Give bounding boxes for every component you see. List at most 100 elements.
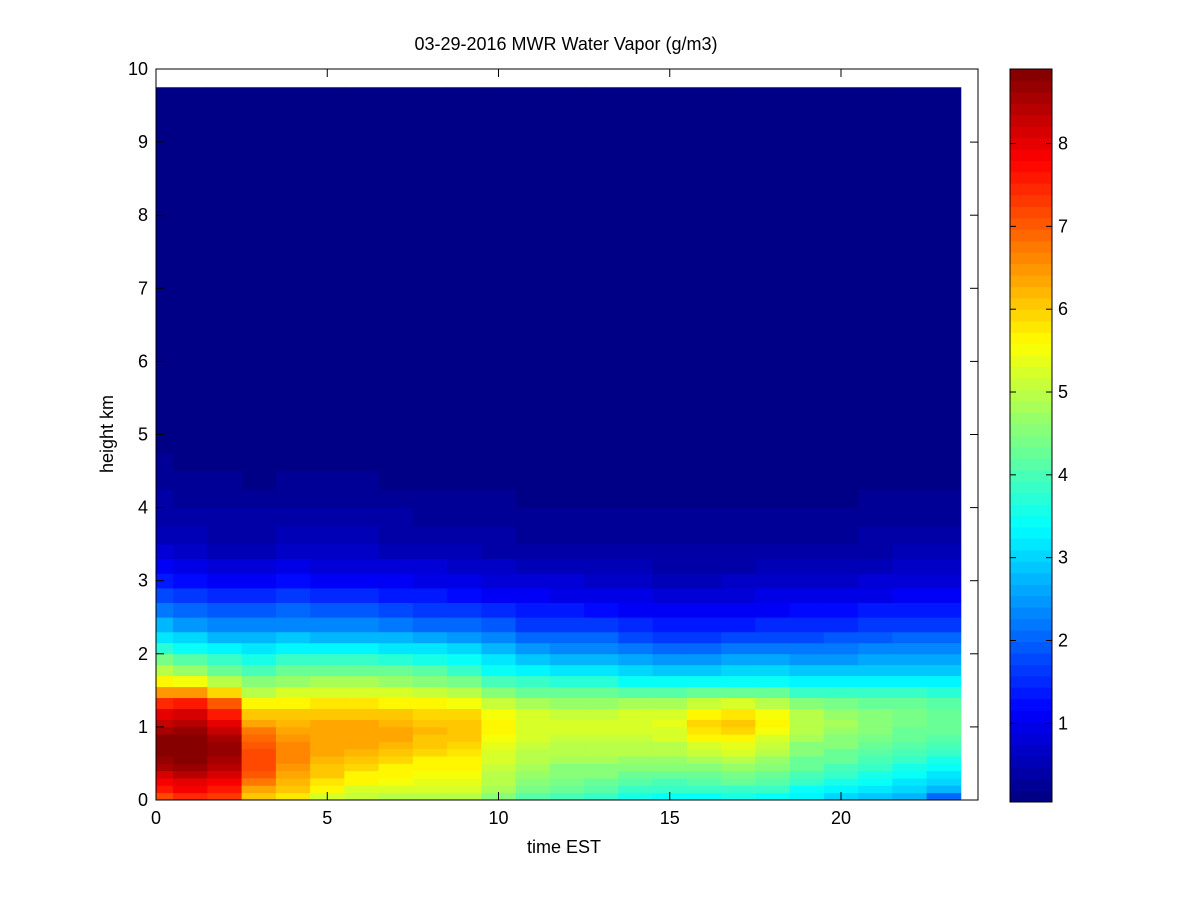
heatmap-cell <box>686 719 722 728</box>
heatmap-cell <box>207 471 243 490</box>
heatmap-cell <box>755 558 791 574</box>
heatmap-cell <box>207 525 243 545</box>
heatmap-cell <box>241 642 277 655</box>
heatmap-cell <box>652 653 688 666</box>
heatmap-cell <box>858 507 893 527</box>
heatmap-cell <box>275 434 311 454</box>
heatmap-cell <box>926 558 962 574</box>
heatmap-cell <box>156 617 174 633</box>
heatmap-cell <box>549 785 585 794</box>
heatmap-cell <box>686 675 722 688</box>
heatmap-cell <box>686 573 722 589</box>
heatmap-cell <box>344 756 380 764</box>
heatmap-cell <box>275 452 311 472</box>
heatmap-cell <box>926 785 962 794</box>
heatmap-cell <box>173 653 208 666</box>
heatmap-cell <box>207 719 243 728</box>
y-tick-label: 4 <box>138 498 148 518</box>
heatmap-cell <box>789 778 825 786</box>
heatmap-cell <box>584 588 619 604</box>
heatmap-cell <box>652 489 688 508</box>
heatmap-cell <box>618 770 654 779</box>
heatmap-cell <box>310 756 345 764</box>
heatmap-cell <box>310 763 345 772</box>
heatmap-cell <box>344 525 380 545</box>
heatmap-cell <box>378 617 414 633</box>
heatmap-cell <box>275 756 311 764</box>
heatmap-cell <box>412 770 448 779</box>
heatmap-cell <box>926 642 962 655</box>
colorbar-level <box>1010 160 1052 173</box>
heatmap-cell <box>275 686 311 699</box>
heatmap-cell <box>310 507 345 527</box>
heatmap-cell <box>584 770 619 779</box>
heatmap-cell <box>584 708 619 720</box>
heatmap-cell <box>721 558 756 574</box>
heatmap-cell <box>858 734 893 742</box>
heatmap-cell <box>173 588 208 604</box>
heatmap-cell <box>721 588 756 604</box>
heatmap-cell <box>686 756 722 764</box>
heatmap-cell <box>241 770 277 779</box>
heatmap-cell <box>173 697 208 710</box>
heatmap-cell <box>686 544 722 560</box>
heatmap-cell <box>275 653 311 666</box>
colorbar: 1 2 3 4 5 6 7 8 <box>1009 68 1068 803</box>
heatmap-cell <box>858 785 893 794</box>
heatmap-cell <box>721 778 756 786</box>
heatmap-cell <box>241 726 277 735</box>
colorbar-level <box>1010 137 1052 150</box>
heatmap-cell <box>344 642 380 655</box>
heatmap-cell <box>926 792 962 801</box>
heatmap-cell <box>378 642 414 655</box>
heatmap-cell <box>412 697 448 710</box>
heatmap-cell <box>515 617 551 633</box>
heatmap-cell <box>789 631 825 644</box>
heatmap-cell <box>378 452 414 472</box>
y-tick-label: 6 <box>138 351 148 371</box>
heatmap-cell <box>344 726 380 735</box>
heatmap-cell <box>275 748 311 757</box>
heatmap-cell <box>447 653 482 666</box>
heatmap-cell <box>515 719 551 728</box>
heatmap-cell <box>378 719 414 728</box>
heatmap-cell <box>823 525 859 545</box>
heatmap-cell <box>823 741 859 750</box>
colorbar-level <box>1010 446 1052 459</box>
colorbar-level <box>1010 515 1052 528</box>
heatmap-cell <box>721 573 756 589</box>
colorbar-level <box>1010 320 1052 333</box>
heatmap-cell <box>156 602 174 618</box>
heatmap-cell <box>207 763 243 772</box>
colorbar-ticks: 1 2 3 4 5 6 7 8 <box>1010 134 1068 733</box>
heatmap-cell <box>789 734 825 742</box>
heatmap-cell <box>858 719 893 728</box>
heatmap-cell <box>789 708 825 720</box>
heatmap-cell <box>789 664 825 677</box>
heatmap-cell <box>481 778 517 786</box>
heatmap-cell <box>892 763 928 772</box>
heatmap-cell <box>447 792 482 801</box>
heatmap-cell <box>686 617 722 633</box>
heatmap-cell <box>686 558 722 574</box>
heatmap-cell <box>344 507 380 527</box>
heatmap-cell <box>823 719 859 728</box>
colorbar-level <box>1010 126 1052 139</box>
heatmap-cell <box>926 770 962 779</box>
colorbar-level <box>1010 710 1052 723</box>
heatmap-cell <box>481 588 517 604</box>
heatmap-cell <box>173 507 208 527</box>
heatmap-cell <box>275 602 311 618</box>
heatmap-cell <box>173 675 208 688</box>
heatmap-cell <box>686 708 722 720</box>
heatmap-cell <box>207 573 243 589</box>
heatmap-cell <box>412 588 448 604</box>
heatmap-cell <box>173 763 208 772</box>
heatmap-cell <box>926 489 962 508</box>
heatmap-cell <box>892 708 928 720</box>
heatmap-cell <box>447 87 482 435</box>
heatmap-cell <box>447 686 482 699</box>
heatmap-cell <box>686 686 722 699</box>
heatmap-cell <box>207 792 243 801</box>
heatmap-cell <box>412 558 448 574</box>
